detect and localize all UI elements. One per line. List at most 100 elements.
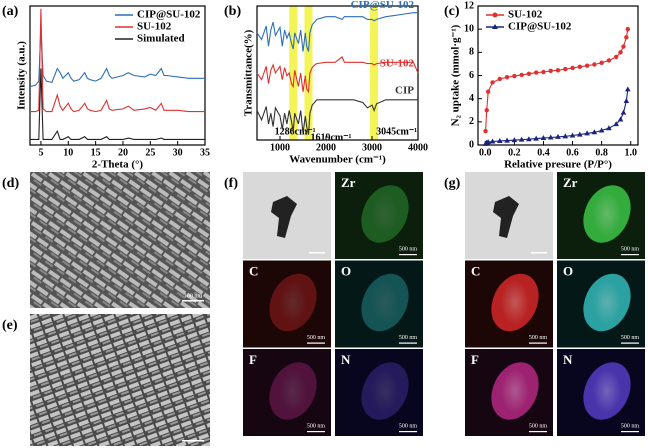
scale-bar xyxy=(529,431,547,433)
sem-image-d xyxy=(30,172,210,308)
legend-label: CIP@SU-102 xyxy=(137,9,201,21)
scale-bar xyxy=(529,342,547,344)
panel-label: (a) xyxy=(2,4,19,19)
signal-glow xyxy=(279,280,307,325)
legend-label: SU-102 xyxy=(508,9,543,21)
point xyxy=(621,44,626,49)
signal-glow xyxy=(371,192,399,236)
legend-label: CIP@SU-102 xyxy=(508,21,572,33)
scale-bar xyxy=(621,342,639,344)
legend-marker xyxy=(492,12,498,18)
y-tick-label: 0 xyxy=(469,139,474,150)
scale-bar-label: 500 nm xyxy=(621,335,640,341)
x-tick-label: 35 xyxy=(200,147,210,158)
point xyxy=(526,71,532,76)
element-label: F xyxy=(471,352,479,367)
legend-label: SU-102 xyxy=(137,21,172,33)
scale-bar-label: 500 nm xyxy=(307,423,326,429)
element-label: N xyxy=(563,352,573,367)
scale-bar-label: 500 nm xyxy=(399,246,418,252)
x-tick-label: 4000 xyxy=(408,142,428,153)
micrographs xyxy=(30,172,210,446)
plot-frame xyxy=(29,5,206,146)
point xyxy=(483,128,488,134)
series-label: SU-102 xyxy=(380,58,415,70)
signal-glow xyxy=(371,369,399,413)
point xyxy=(485,139,491,145)
x-tick-label: 2000 xyxy=(316,142,336,153)
scale-bar-label: 100 nm xyxy=(184,293,203,299)
series-label: CIP xyxy=(395,84,414,96)
series-line xyxy=(256,99,418,135)
element-label: Zr xyxy=(563,175,578,190)
x-axis-label: Relative presure (P/P°) xyxy=(504,159,612,171)
y-tick-label: 6 xyxy=(469,70,474,81)
point xyxy=(489,138,496,144)
particle xyxy=(493,196,519,238)
series-line xyxy=(256,56,419,94)
point xyxy=(618,50,623,55)
x-tick-label: 10 xyxy=(63,147,73,158)
y-axis-label: Intensity (a.u.) xyxy=(16,41,28,110)
point xyxy=(497,76,503,82)
series-line xyxy=(30,8,205,113)
point xyxy=(548,68,553,74)
series-line xyxy=(256,12,418,52)
point xyxy=(490,80,495,85)
highlight-band xyxy=(304,6,313,140)
point xyxy=(497,137,503,143)
sem-image-e xyxy=(30,314,210,446)
point xyxy=(526,136,532,142)
x-tick-label: 25 xyxy=(145,147,155,158)
point xyxy=(518,136,525,142)
point xyxy=(570,65,575,71)
point xyxy=(547,134,554,140)
series-line xyxy=(485,29,629,132)
signal-glow xyxy=(593,192,621,236)
panel-label: (f) xyxy=(224,176,238,191)
x-tick-label: 3000 xyxy=(362,142,382,153)
signal xyxy=(583,362,631,420)
point xyxy=(617,116,624,122)
element-label: N xyxy=(341,352,351,367)
signal xyxy=(361,273,409,332)
signal xyxy=(361,362,409,420)
scale-bar xyxy=(399,254,417,256)
signal-glow xyxy=(593,369,621,413)
y-axis-label: N₂ uptake (mmol·g⁻¹) xyxy=(450,24,462,126)
point xyxy=(577,64,583,70)
series-line xyxy=(485,89,629,145)
y-tick-label: 10 xyxy=(464,23,474,34)
scale-bar xyxy=(182,300,204,302)
point xyxy=(591,129,598,135)
scale-bar-label: 500 nm xyxy=(399,423,418,429)
point xyxy=(504,137,510,143)
signal xyxy=(269,362,317,420)
element-label: O xyxy=(341,263,351,278)
signal-glow xyxy=(501,369,529,413)
particle xyxy=(271,196,297,238)
scale-bar xyxy=(309,252,325,254)
scale-bar xyxy=(531,252,547,254)
point xyxy=(504,75,510,80)
scale-bar xyxy=(621,254,639,256)
point xyxy=(598,127,605,133)
point xyxy=(577,131,583,137)
x-tick-label: 30 xyxy=(173,147,183,158)
point xyxy=(569,132,576,138)
y-axis-label: Transmittance(%) xyxy=(243,29,255,116)
signal xyxy=(583,273,631,332)
signal-glow xyxy=(279,369,307,413)
x-tick-label: 0.0 xyxy=(479,147,492,158)
point xyxy=(613,121,619,127)
series-line xyxy=(30,68,205,140)
scale-bar-label: 500 nm xyxy=(621,423,640,429)
point xyxy=(512,73,517,79)
point xyxy=(540,135,547,141)
point xyxy=(584,130,590,136)
element-label: C xyxy=(249,263,258,278)
scale-bar xyxy=(307,431,325,433)
signal-glow xyxy=(593,280,621,325)
legend-marker xyxy=(492,24,498,29)
